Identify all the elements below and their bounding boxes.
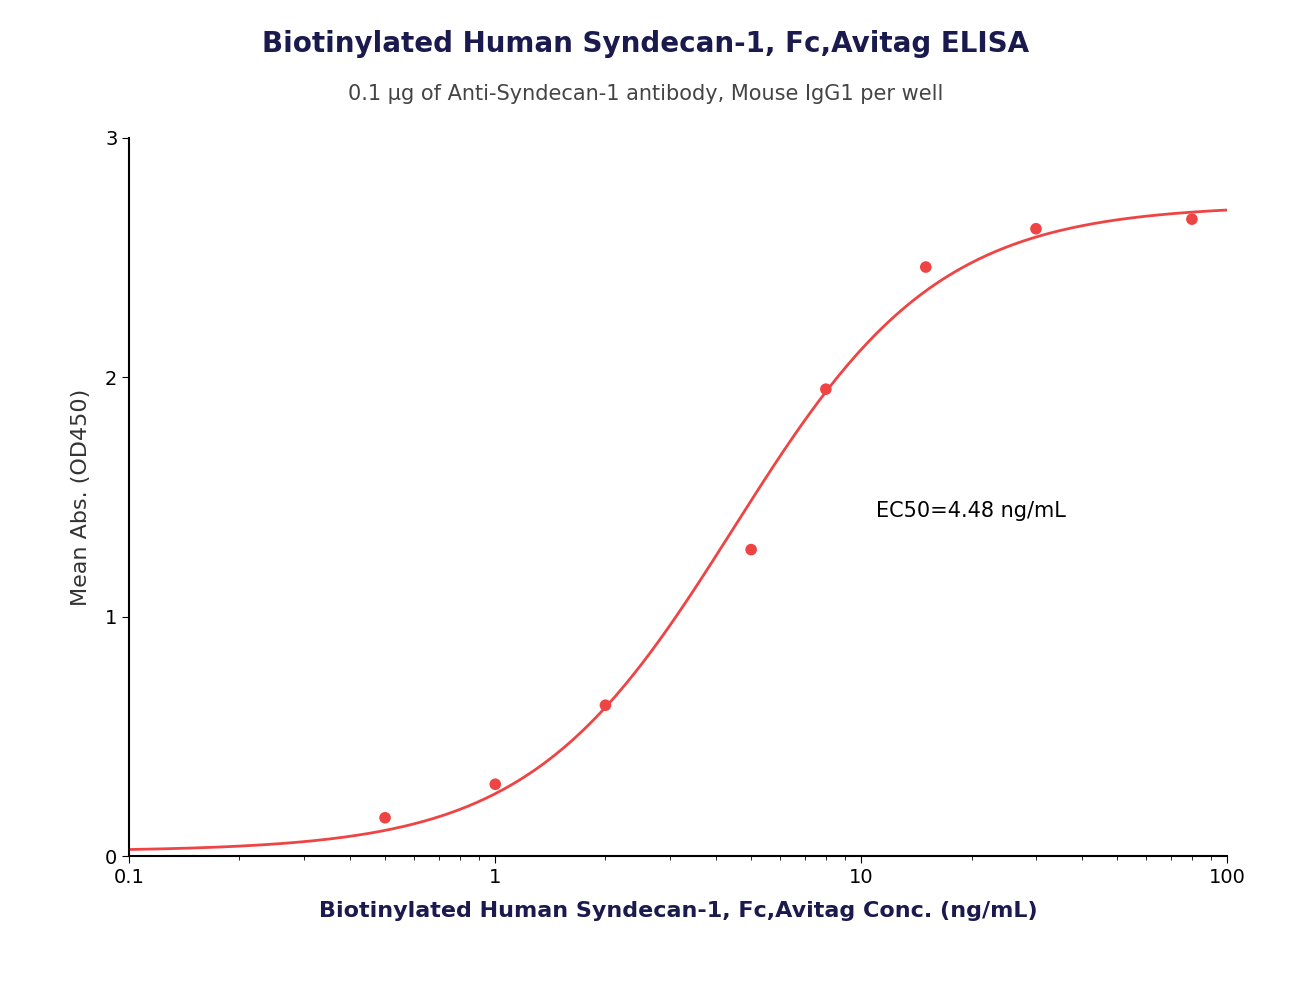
Point [1182,212,1203,227]
X-axis label: Biotinylated Human Syndecan-1, Fc,Avitag Conc. (ng/mL): Biotinylated Human Syndecan-1, Fc,Avitag… [319,900,1037,921]
Point [740,542,761,558]
Point [1026,220,1047,236]
Point [596,698,616,713]
Text: EC50=4.48 ng/mL: EC50=4.48 ng/mL [876,501,1066,522]
Text: Biotinylated Human Syndecan-1, Fc,Avitag ELISA: Biotinylated Human Syndecan-1, Fc,Avitag… [262,30,1030,57]
Point [916,259,937,275]
Point [484,776,505,792]
Point [815,381,836,397]
Text: 0.1 μg of Anti-Syndecan-1 antibody, Mouse IgG1 per well: 0.1 μg of Anti-Syndecan-1 antibody, Mous… [349,84,943,103]
Y-axis label: Mean Abs. (OD450): Mean Abs. (OD450) [71,389,92,605]
Point [375,810,395,826]
